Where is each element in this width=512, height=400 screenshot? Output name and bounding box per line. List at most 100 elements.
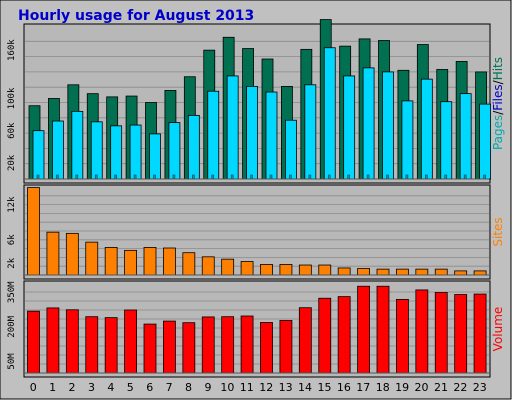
bar-volume: [104, 317, 118, 374]
bar-volume: [163, 320, 176, 374]
bar-sites: [260, 264, 273, 276]
bar-pages: [308, 174, 312, 180]
x-tick-label: 21: [434, 381, 448, 394]
bar-sites: [163, 247, 176, 276]
bar-volume: [337, 296, 351, 374]
bar-sites: [240, 261, 254, 276]
bar-volume: [201, 316, 215, 374]
bar-pages: [327, 174, 331, 180]
x-tick-label: 13: [279, 381, 293, 394]
bar-volume: [473, 293, 487, 374]
panel-label-part: Files: [491, 84, 505, 110]
bar-pages: [269, 174, 273, 180]
x-tick-label: 11: [240, 381, 254, 394]
chart-panels: 20k60k100k160kPages/Files/Hits2k6k12kSit…: [7, 19, 505, 378]
x-tick-label: 5: [127, 381, 134, 394]
x-tick-label: 7: [166, 381, 173, 394]
bar-pages: [153, 174, 156, 180]
bar-files: [420, 78, 433, 180]
x-tick-label: 12: [259, 381, 273, 394]
panel-label-part: Pages: [491, 115, 505, 150]
bar-pages: [444, 174, 448, 180]
bar-sites: [46, 231, 60, 276]
chart-title: Hourly usage for August 2013: [18, 8, 254, 24]
x-tick-label: 10: [220, 381, 234, 394]
y-tick-label: 12k: [7, 196, 17, 213]
bar-sites: [85, 241, 99, 276]
panel-bottom: 50M 200M 350M Volume: [7, 280, 505, 378]
bar-sites: [337, 267, 351, 276]
bar-pages: [56, 174, 59, 180]
bar-files: [479, 103, 491, 180]
bar-files: [149, 133, 161, 180]
bar-files: [168, 122, 181, 180]
bar-pages: [463, 174, 467, 180]
y-tick-label: 50M: [7, 353, 17, 370]
bar-sites: [318, 264, 332, 276]
bar-files: [129, 124, 142, 180]
bar-pages: [211, 174, 215, 180]
bar-pages: [289, 174, 292, 180]
bar-files: [285, 119, 297, 180]
x-tick-label: 2: [69, 381, 76, 394]
bar-sites: [221, 258, 235, 276]
bar-files: [382, 71, 394, 180]
panel-middle-label: Sites: [491, 217, 505, 246]
bar-files: [110, 125, 123, 180]
bar-sites: [298, 264, 312, 276]
bar-pages: [94, 174, 98, 180]
x-tick-label: 14: [298, 381, 312, 394]
bar-volume: [260, 322, 273, 374]
x-tick-label: 1: [49, 381, 56, 394]
bar-volume: [46, 307, 60, 374]
x-tick-label: 18: [376, 381, 390, 394]
bar-files: [187, 114, 200, 180]
x-tick-label: 9: [204, 381, 211, 394]
x-tick-label: 4: [107, 381, 114, 394]
bar-pages: [483, 174, 486, 180]
x-tick-label: 15: [317, 381, 331, 394]
x-tick-label: 0: [30, 381, 37, 394]
bar-volume: [182, 322, 196, 374]
bar-pages: [75, 174, 79, 180]
y-tick-label: 20k: [7, 154, 17, 171]
bar-pages: [386, 174, 389, 180]
bar-files: [207, 90, 220, 180]
x-tick-label: 8: [185, 381, 192, 394]
bar-volume: [65, 309, 79, 374]
panel-top-label: Pages/Files/Hits: [491, 57, 505, 150]
panel-label-part: Hits: [491, 57, 505, 80]
x-tick-label: 16: [337, 381, 351, 394]
panel-label-part: Volume: [491, 307, 505, 352]
bar-files: [362, 67, 375, 180]
x-tick-label: 20: [415, 381, 429, 394]
panel-frame-middle: [23, 184, 491, 280]
bar-volume: [357, 285, 370, 374]
x-tick-label: 6: [146, 381, 153, 394]
bar-volume: [240, 315, 254, 374]
bar-sites: [396, 268, 409, 276]
x-tick-label: 3: [88, 381, 95, 394]
bar-sites: [27, 187, 40, 276]
panel-middle: 2k 6k 12k Sites: [7, 184, 505, 280]
bar-volume: [27, 310, 40, 374]
bar-sites: [124, 249, 137, 276]
panel-frame-bottom: [23, 280, 491, 378]
bar-files: [52, 120, 64, 180]
bar-files: [226, 75, 239, 180]
bar-sites: [376, 268, 390, 276]
y-tick-label: 60k: [7, 122, 17, 139]
y-tick-label: 200M: [7, 315, 17, 337]
bar-files: [440, 101, 453, 180]
bar-files: [304, 84, 317, 180]
y-tick-label: 100k: [7, 87, 17, 109]
bar-pages: [230, 174, 234, 180]
bar-files: [323, 47, 336, 180]
bar-pages: [114, 174, 117, 180]
bar-sites: [357, 268, 370, 276]
panel-label-part: /: [491, 110, 505, 115]
y-tick-label: 160k: [7, 39, 17, 61]
panel-label-part: Sites: [491, 217, 505, 246]
bar-sites: [454, 270, 468, 276]
